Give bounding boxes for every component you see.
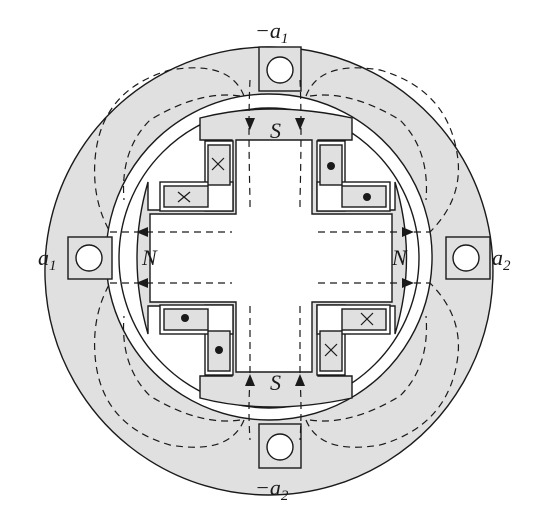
pole-label-bottom: S bbox=[270, 370, 281, 395]
conductor-dot-top-right-a bbox=[327, 162, 335, 170]
brush-holder-bottom bbox=[259, 424, 301, 468]
pole-label-top: S bbox=[270, 118, 281, 143]
conductor-dot-top-right-b bbox=[363, 193, 371, 201]
pole-label-right: N bbox=[391, 245, 408, 270]
pole-label-left: N bbox=[141, 245, 158, 270]
label-top: −a1 bbox=[255, 18, 288, 47]
conductor-dot-bottom-left-a bbox=[181, 314, 189, 322]
brush-holder-right bbox=[446, 237, 490, 279]
conductor-dot-bottom-left-b bbox=[215, 346, 223, 354]
label-right: a2 bbox=[492, 245, 511, 274]
brush-holder-left bbox=[68, 237, 112, 279]
brush-holder-top bbox=[259, 47, 301, 91]
